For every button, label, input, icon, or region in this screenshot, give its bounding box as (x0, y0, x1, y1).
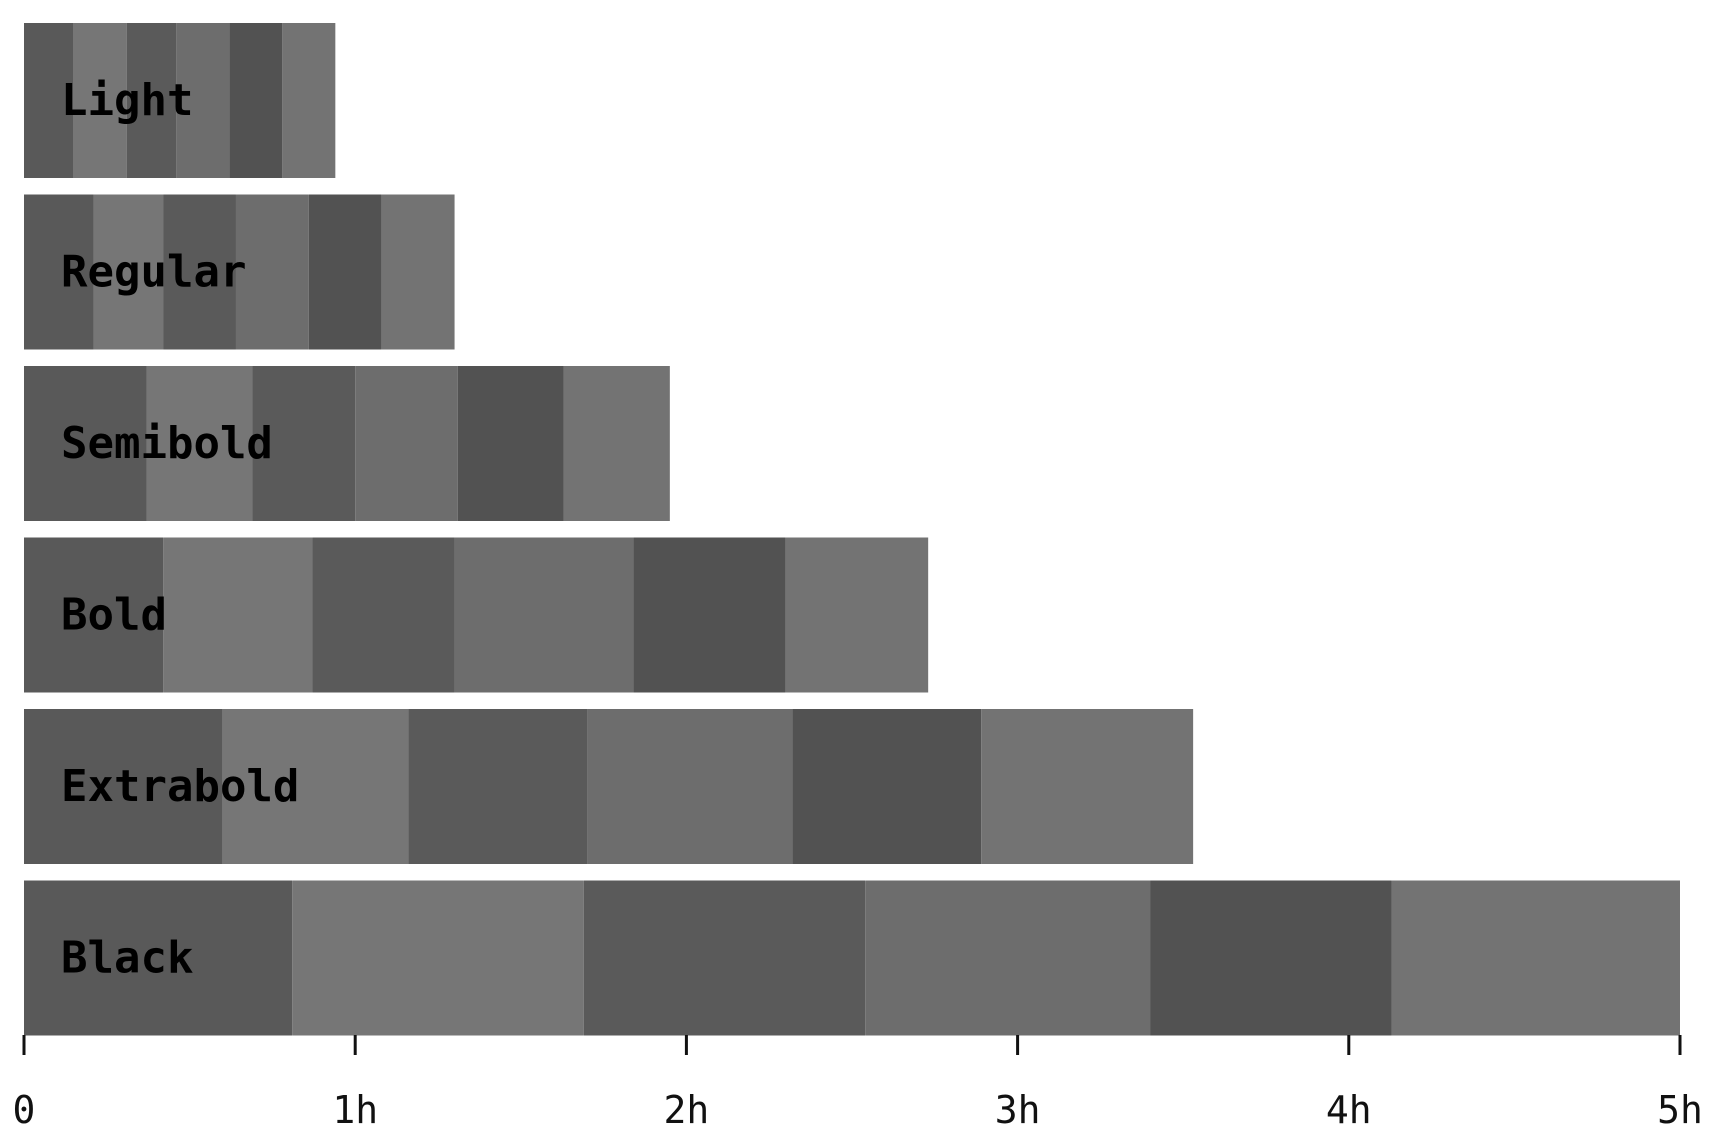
bar-segment-extrabold-3 (408, 709, 588, 864)
bar-segment-black-1 (24, 880, 293, 1036)
bar-segment-black-5 (1150, 880, 1392, 1036)
bar-segment-bold-2 (163, 537, 313, 693)
bar-segment-light-2 (73, 23, 127, 178)
bar-segment-light-3 (126, 23, 177, 178)
bar-segment-semibold-3 (252, 366, 356, 521)
bar-segment-extrabold-4 (587, 709, 793, 864)
bar-segment-semibold-4 (355, 366, 458, 521)
bar-segment-light-6 (282, 23, 336, 178)
bar-segment-semibold-6 (563, 366, 670, 521)
x-tick-label-4: 4h (1326, 1088, 1372, 1132)
bar-segment-light-5 (229, 23, 283, 178)
bar-segment-extrabold-6 (981, 709, 1194, 864)
x-tick-label-5: 5h (1657, 1088, 1703, 1132)
bar-segment-semibold-1 (24, 366, 147, 521)
bar-label-regular: Regular (61, 247, 246, 298)
bar-segment-extrabold-2 (222, 709, 409, 864)
bar-segment-bold-3 (312, 537, 455, 693)
bar-segment-regular-5 (308, 194, 382, 350)
x-tick-label-0: 0 (13, 1088, 36, 1132)
bar-segment-regular-4 (235, 194, 309, 350)
bar-segment-black-4 (865, 880, 1151, 1036)
bar-segment-regular-3 (163, 194, 236, 350)
bar-label-light: Light (61, 75, 193, 126)
bar-segment-semibold-5 (457, 366, 564, 521)
bar-segment-light-1 (24, 23, 74, 178)
bars-layer (24, 23, 1680, 1036)
bar-segment-bold-4 (454, 537, 634, 693)
bar-label-semibold: Semibold (61, 418, 273, 469)
bar-segment-bold-6 (785, 537, 929, 693)
bar-segment-black-3 (583, 880, 866, 1036)
bar-labels-layer: Light Regular Semibold Bold Extrabold Black (61, 75, 299, 984)
bar-label-black: Black (61, 933, 193, 984)
bar-segment-extrabold-5 (792, 709, 982, 864)
bar-segment-regular-1 (24, 194, 94, 350)
x-tick-label-2: 2h (664, 1088, 710, 1132)
bar-segment-extrabold-1 (24, 709, 223, 864)
bar-segment-regular-2 (93, 194, 164, 350)
bar-segment-semibold-2 (146, 366, 253, 521)
x-tick-label-1: 1h (332, 1088, 378, 1132)
x-tick-label-3: 3h (995, 1088, 1041, 1132)
bar-label-bold: Bold (61, 590, 167, 641)
x-axis: 0 1h 2h 3h 4h 5h (13, 1035, 1703, 1132)
bar-segment-light-4 (176, 23, 230, 178)
bar-segment-regular-6 (381, 194, 455, 350)
bar-label-extrabold: Extrabold (61, 761, 299, 812)
bar-segment-bold-5 (633, 537, 786, 693)
bar-segment-black-2 (292, 880, 584, 1036)
bar-segment-black-6 (1391, 880, 1680, 1036)
bar-segment-bold-1 (24, 537, 164, 693)
